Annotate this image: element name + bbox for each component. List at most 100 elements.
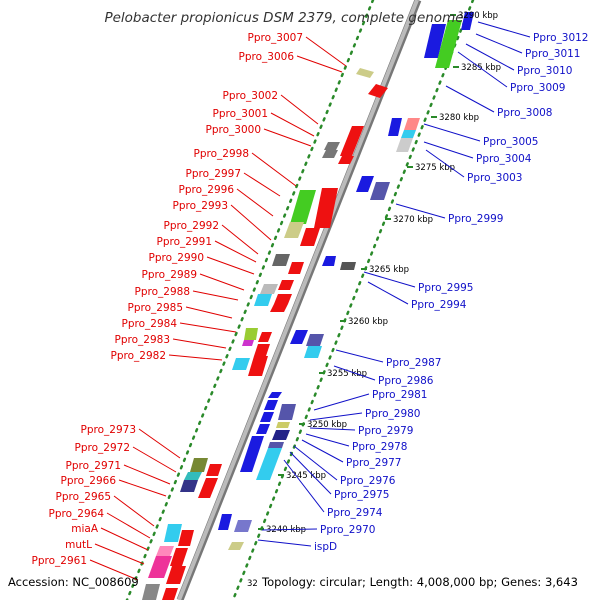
gene-block xyxy=(268,442,284,448)
kbp-tick-label: 3260 kbp xyxy=(348,317,388,327)
gene-label-right[interactable]: Ppro_2994 xyxy=(411,299,467,311)
gene-block xyxy=(304,346,322,358)
gene-block xyxy=(256,448,282,480)
gene-block xyxy=(202,478,218,488)
gene-label-right[interactable]: Ppro_2976 xyxy=(340,475,396,487)
gene-block xyxy=(306,334,324,346)
leader-line-left xyxy=(106,512,151,539)
gene-block xyxy=(401,130,416,138)
gene-label-right[interactable]: Ppro_3005 xyxy=(483,136,538,148)
leader-line-right xyxy=(475,33,523,54)
gene-label-right[interactable]: Ppro_2999 xyxy=(448,213,503,225)
gene-block xyxy=(272,430,290,440)
gene-label-left[interactable]: Ppro_2973 xyxy=(81,424,136,436)
gene-label-left[interactable]: mutL xyxy=(65,539,92,551)
gene-label-right[interactable]: Ppro_2978 xyxy=(352,441,407,453)
kbp-tick-label: 3280 kbp xyxy=(439,113,479,123)
gene-block xyxy=(396,138,413,152)
gene-label-left[interactable]: miaA xyxy=(71,523,99,535)
leader-line-right xyxy=(309,427,356,431)
gene-label-left[interactable]: Ppro_3006 xyxy=(239,51,295,63)
gene-label-right[interactable]: Ppro_2980 xyxy=(365,408,420,420)
gene-label-left[interactable]: Ppro_2992 xyxy=(164,220,219,232)
gene-block xyxy=(232,358,250,370)
gene-label-right[interactable]: Ppro_3012 xyxy=(533,32,588,44)
leader-line-right xyxy=(363,271,416,288)
gene-label-left[interactable]: Ppro_2996 xyxy=(179,184,235,196)
gene-block xyxy=(424,24,446,58)
gene-block xyxy=(324,142,340,150)
gene-block xyxy=(344,126,364,146)
leader-line-left xyxy=(199,273,245,291)
gene-label-right[interactable]: Ppro_3003 xyxy=(467,172,522,184)
gene-label-left[interactable]: Ppro_2971 xyxy=(66,460,121,472)
gene-label-right[interactable]: Ppro_3004 xyxy=(476,153,532,165)
leader-line-left xyxy=(230,204,272,241)
gene-label-left[interactable]: Ppro_2965 xyxy=(56,491,111,503)
gene-label-left[interactable]: Ppro_2990 xyxy=(149,252,204,264)
gene-label-right[interactable]: Ppro_3009 xyxy=(510,82,565,94)
leader-line-left xyxy=(192,290,239,301)
gene-block xyxy=(290,190,316,224)
gene-block xyxy=(166,566,186,584)
gene-label-right[interactable]: Ppro_2977 xyxy=(346,457,401,469)
gene-label-right[interactable]: Ppro_2975 xyxy=(334,489,389,501)
gene-label-right[interactable]: Ppro_2987 xyxy=(386,357,441,369)
gene-label-left[interactable]: Ppro_2997 xyxy=(186,168,241,180)
gene-block xyxy=(218,514,232,530)
leader-line-left xyxy=(270,112,315,137)
gene-block xyxy=(156,546,174,556)
gene-label-right[interactable]: Ppro_2979 xyxy=(358,425,413,437)
gene-label-right[interactable]: Ppro_2981 xyxy=(372,389,427,401)
gene-label-left[interactable]: Ppro_2993 xyxy=(173,200,228,212)
gene-label-left[interactable]: Ppro_3002 xyxy=(223,90,278,102)
gene-label-right[interactable]: Ppro_3011 xyxy=(525,48,580,60)
gene-label-right[interactable]: Ppro_2970 xyxy=(320,524,375,536)
backbone-line xyxy=(177,0,419,601)
gene-label-left[interactable]: Ppro_2961 xyxy=(32,555,87,567)
leader-line-left xyxy=(206,256,255,275)
gene-label-right[interactable]: Ppro_2974 xyxy=(327,507,383,519)
gene-block xyxy=(322,256,336,266)
gene-label-right[interactable]: Ppro_2995 xyxy=(418,282,473,294)
gene-block xyxy=(264,400,278,410)
gene-label-right[interactable]: Ppro_2986 xyxy=(378,375,434,387)
gene-label-left[interactable]: Ppro_2983 xyxy=(115,334,170,346)
gene-label-right[interactable]: Ppro_3010 xyxy=(517,65,572,77)
gene-label-left[interactable]: Ppro_2982 xyxy=(111,350,166,362)
gene-label-right[interactable]: Ppro_3008 xyxy=(497,107,552,119)
leader-line-left xyxy=(296,55,343,73)
gene-block xyxy=(162,588,178,600)
dotted-rails xyxy=(125,0,475,602)
forward-genes xyxy=(218,12,474,550)
leader-line-left xyxy=(214,240,257,263)
gene-label-left[interactable]: Ppro_2972 xyxy=(75,442,130,454)
gene-block xyxy=(142,584,160,600)
gene-block xyxy=(170,548,188,566)
gene-label-left[interactable]: Ppro_3001 xyxy=(213,108,268,120)
gene-label-left[interactable]: Ppro_2991 xyxy=(157,236,212,248)
leader-line-left xyxy=(185,306,233,319)
gene-label-right[interactable]: ispD xyxy=(314,541,337,553)
gene-label-left[interactable]: Ppro_2984 xyxy=(122,318,178,330)
gene-label-left[interactable]: Ppro_2998 xyxy=(194,148,249,160)
leader-line-left xyxy=(280,94,319,125)
leader-line-right xyxy=(423,141,474,159)
gene-block xyxy=(356,68,374,78)
gene-label-left[interactable]: Ppro_2988 xyxy=(135,286,190,298)
gene-label-left[interactable]: Ppro_2985 xyxy=(128,302,183,314)
gene-block xyxy=(272,254,290,266)
gene-label-left[interactable]: Ppro_3000 xyxy=(206,124,261,136)
leader-line-left xyxy=(168,354,223,361)
gene-block xyxy=(258,332,272,342)
leader-line-left xyxy=(221,224,259,255)
leader-line-right xyxy=(465,43,515,71)
gene-label-left[interactable]: Ppro_2964 xyxy=(49,508,105,520)
leader-line-right xyxy=(395,203,446,219)
gene-block xyxy=(184,472,202,480)
gene-label-left[interactable]: Ppro_2966 xyxy=(61,475,117,487)
gene-label-left[interactable]: Ppro_2989 xyxy=(142,269,197,281)
gene-block xyxy=(242,340,254,346)
gene-label-left[interactable]: Ppro_3007 xyxy=(248,32,303,44)
